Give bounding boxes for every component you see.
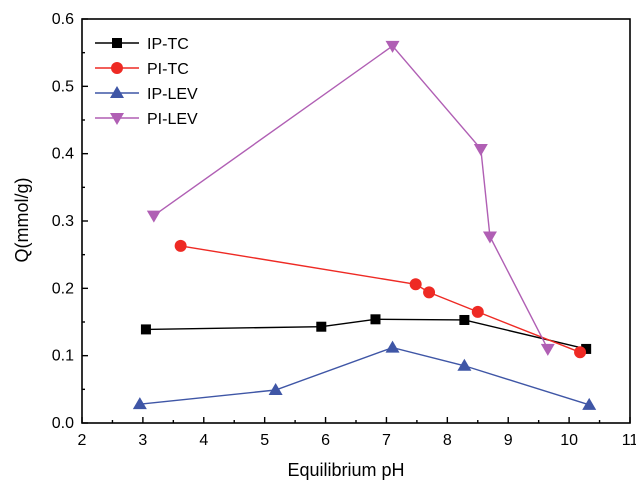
data-point-pi-tc <box>174 239 187 252</box>
data-point-pi-lev <box>482 231 497 244</box>
data-point-pi-lev <box>385 40 400 53</box>
legend: IP-TC PI-TC IP-LEV PI-LEV <box>95 36 198 128</box>
x-tick-label: 11 <box>622 432 636 449</box>
data-point-ip-tc <box>581 343 592 354</box>
y-axis-title: Q(mmol/g) <box>12 178 32 263</box>
x-tick-label: 2 <box>78 432 87 449</box>
series-line-pi-tc <box>180 245 581 353</box>
x-tick-label: 6 <box>321 432 330 449</box>
data-point-ip-tc <box>459 314 470 325</box>
data-point-ip-lev <box>582 397 597 410</box>
y-tick-label: 0.5 <box>52 78 74 95</box>
legend-item-pi-tc: PI-TC <box>95 61 189 78</box>
legend-label-pi-lev: PI-LEV <box>147 111 198 128</box>
y-tick-label: 0.3 <box>52 213 74 230</box>
series-pi-tc <box>174 239 587 359</box>
legend-marker-ip-tc <box>112 38 122 48</box>
data-point-ip-lev <box>457 358 472 371</box>
data-point-ip-lev <box>132 397 147 410</box>
data-point-ip-lev <box>385 340 400 353</box>
x-axis-title: Equilibrium pH <box>287 460 404 480</box>
series-ip-lev <box>132 340 597 410</box>
legend-label-ip-lev: IP-LEV <box>147 86 198 103</box>
series-line-ip-lev <box>139 346 590 406</box>
x-tick-label: 7 <box>382 432 391 449</box>
data-point-ip-tc <box>140 324 151 335</box>
y-tick-label: 0.6 <box>52 11 74 28</box>
x-tick-label: 9 <box>504 432 513 449</box>
legend-item-ip-tc: IP-TC <box>95 36 189 53</box>
x-tick-label: 10 <box>560 432 578 449</box>
y-tick-label: 0.1 <box>52 348 74 365</box>
y-tick-label: 0.0 <box>52 415 74 432</box>
x-tick-label: 4 <box>199 432 208 449</box>
x-tick-label: 3 <box>138 432 147 449</box>
legend-marker-pi-tc <box>111 62 123 74</box>
data-point-pi-tc <box>471 305 484 318</box>
data-point-pi-tc <box>574 346 587 359</box>
legend-item-pi-lev: PI-LEV <box>95 111 198 128</box>
y-tick-label: 0.2 <box>52 280 74 297</box>
series-ip-tc <box>140 314 592 354</box>
series-line-pi-lev <box>153 44 549 350</box>
data-point-ip-tc <box>316 321 327 332</box>
legend-item-ip-lev: IP-LEV <box>95 86 198 103</box>
series-line-ip-tc <box>145 318 587 350</box>
data-point-ip-lev <box>268 383 283 396</box>
series-pi-lev <box>146 40 555 356</box>
legend-label-pi-tc: PI-TC <box>147 61 189 78</box>
y-tick-label: 0.4 <box>52 146 74 163</box>
data-point-pi-lev <box>146 210 161 223</box>
plot-frame <box>81 18 631 424</box>
data-point-ip-tc <box>370 314 381 325</box>
data-point-pi-lev <box>540 343 555 356</box>
legend-label-ip-tc: IP-TC <box>147 36 189 53</box>
axes: 2 3 4 5 6 7 8 9 10 11 0.0 0.1 0.2 0.3 0.4 0.5 0.6 <box>52 11 636 449</box>
data-point-pi-tc <box>409 278 422 291</box>
legend-marker-pi-lev <box>110 113 124 125</box>
series-layer <box>132 40 597 410</box>
legend-marker-ip-lev <box>110 86 124 98</box>
data-point-pi-tc <box>423 286 436 299</box>
x-tick-label: 5 <box>260 432 269 449</box>
data-point-pi-lev <box>473 143 488 156</box>
x-tick-label: 8 <box>443 432 452 449</box>
